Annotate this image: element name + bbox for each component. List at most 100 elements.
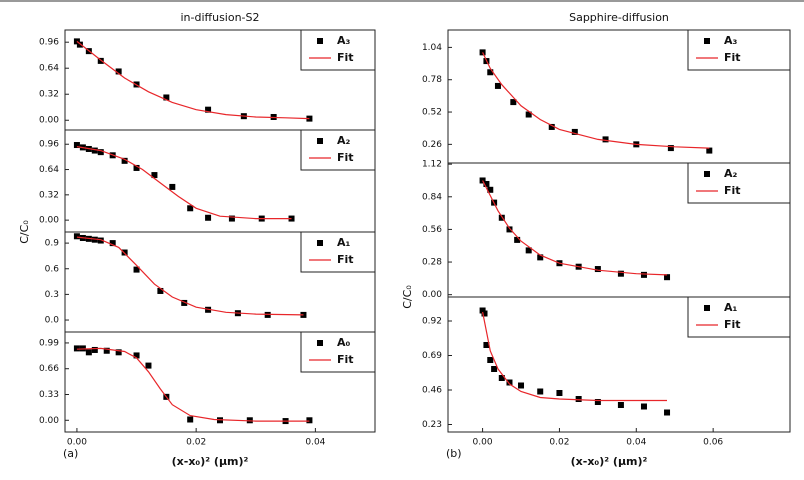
legend-marker: [317, 38, 323, 44]
data-point: [594, 266, 601, 273]
y-tick-label: 0.99: [39, 338, 59, 348]
data-point: [487, 69, 494, 76]
data-point: [73, 345, 80, 352]
legend-label: Fit: [337, 353, 354, 366]
legend-marker: [317, 340, 323, 346]
legend-label: Fit: [337, 51, 354, 64]
data-point: [594, 399, 601, 405]
chart-title: in-diffusion-S2: [180, 11, 259, 24]
y-tick-label: 1.12: [422, 160, 442, 170]
data-point: [575, 396, 582, 402]
legend-label: A₂: [337, 134, 351, 147]
data-point: [514, 236, 521, 243]
legend-box: [300, 129, 376, 171]
y-tick-label: 0.78: [422, 75, 442, 85]
data-point: [664, 409, 671, 416]
data-point: [537, 388, 544, 395]
data-point: [157, 287, 164, 294]
data-point: [664, 274, 671, 281]
data-point: [518, 382, 525, 389]
fit-line: [482, 311, 667, 402]
data-point: [483, 342, 490, 348]
y-tick-label: 0.52: [422, 108, 442, 118]
x-axis-label: (x-x₀)² (μm)²: [172, 455, 249, 468]
data-point: [640, 403, 647, 410]
y-tick-label: 0.6: [45, 264, 60, 274]
y-tick-label: 0.3: [45, 290, 59, 300]
y-axis-label: C/C₀: [18, 220, 31, 244]
data-point: [506, 226, 513, 233]
fit-line: [76, 40, 310, 120]
legend-label: A₃: [337, 34, 351, 47]
y-tick-label: 0.96: [39, 140, 59, 150]
panel-label: (a): [63, 447, 78, 460]
y-tick-label: 1.04: [422, 43, 442, 53]
y-tick-label: 0.66: [39, 364, 59, 374]
data-point: [537, 254, 544, 261]
x-tick-label: 0.06: [703, 438, 723, 448]
legend-label: A₀: [337, 336, 351, 349]
fit-line: [76, 347, 310, 422]
legend-label: A₂: [724, 167, 738, 180]
data-point: [151, 172, 158, 179]
data-point: [115, 349, 122, 356]
legend-marker: [704, 305, 710, 311]
data-point: [525, 111, 532, 118]
data-point: [73, 142, 80, 149]
data-point: [548, 123, 555, 130]
y-tick-label: 0.84: [422, 192, 442, 202]
legend-label: Fit: [724, 184, 741, 197]
y-tick-label: 0.28: [422, 258, 442, 268]
data-point: [187, 416, 194, 423]
fit-line: [76, 146, 292, 220]
legend-label: A₁: [337, 236, 351, 249]
data-point: [73, 233, 80, 240]
data-point: [556, 390, 563, 396]
panel-label: (b): [446, 447, 462, 460]
legend-box: [687, 29, 791, 71]
data-point: [479, 49, 486, 56]
data-point: [109, 240, 116, 247]
y-tick-label: 0.32: [39, 190, 59, 200]
legend-label: A₃: [724, 34, 738, 47]
y-tick-label: 0.9: [45, 239, 60, 249]
data-point: [228, 215, 235, 222]
x-tick-label: 0.00: [67, 438, 87, 448]
y-tick-label: 0.26: [422, 140, 442, 150]
data-point: [181, 299, 188, 306]
data-point: [288, 215, 295, 222]
legend-label: Fit: [724, 318, 741, 331]
data-point: [76, 41, 83, 48]
data-point: [306, 417, 313, 424]
data-point: [121, 157, 128, 164]
data-point: [133, 164, 140, 171]
data-point: [506, 379, 513, 386]
legend-marker: [317, 138, 323, 144]
x-tick-label: 0.04: [626, 438, 646, 448]
legend-box: [300, 231, 376, 273]
data-point: [145, 362, 152, 369]
x-tick-label: 0.02: [549, 438, 569, 448]
legend-marker: [704, 171, 710, 177]
legend-box: [687, 162, 791, 204]
data-point: [525, 247, 532, 254]
data-point: [115, 68, 122, 75]
y-tick-label: 0.00: [422, 290, 442, 300]
legend-label: Fit: [337, 253, 354, 266]
y-tick-label: 0.92: [422, 317, 442, 327]
data-point: [498, 375, 505, 381]
data-point: [481, 310, 488, 317]
data-point: [667, 145, 674, 152]
data-point: [264, 311, 271, 318]
chart-title: Sapphire-diffusion: [569, 11, 669, 24]
x-tick-label: 0.04: [305, 438, 325, 448]
data-point: [163, 94, 170, 101]
data-point: [205, 106, 212, 113]
data-point: [617, 270, 624, 277]
data-point: [133, 352, 140, 359]
legend-marker: [317, 240, 323, 246]
y-tick-label: 0.69: [422, 351, 442, 361]
data-point: [487, 357, 494, 363]
data-point: [91, 147, 98, 154]
